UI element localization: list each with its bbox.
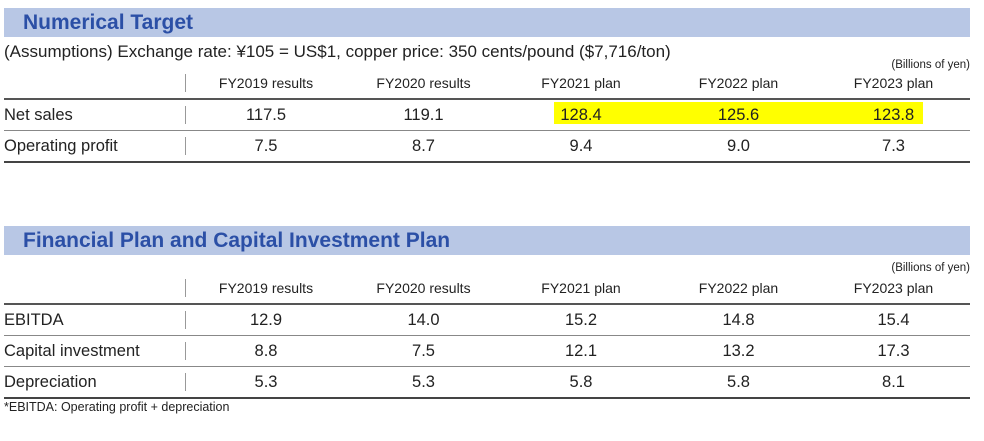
cell: 7.3 [882, 136, 905, 155]
table-row: Depreciation 5.3 5.3 5.8 5.8 8.1 [4, 367, 970, 399]
cell: 14.0 [407, 310, 440, 329]
cell: 9.0 [727, 136, 750, 155]
cell: 128.4 [560, 105, 602, 124]
table-row: Capital investment 8.8 7.5 12.1 13.2 17.… [4, 336, 970, 367]
financial-plan-table: FY2019 results FY2020 results FY2021 pla… [4, 273, 970, 399]
cell: 119.1 [403, 105, 444, 124]
section-header-financial-plan: Financial Plan and Capital Investment Pl… [4, 226, 970, 255]
column-header: FY2019 results [218, 75, 314, 91]
cell: 8.1 [882, 372, 905, 391]
cell: 117.5 [245, 105, 287, 124]
row-label: Depreciation [4, 373, 186, 391]
cell: 17.3 [877, 341, 910, 360]
table-row: EBITDA 12.9 14.0 15.2 14.8 15.4 [4, 305, 970, 336]
column-header: FY2022 plan [698, 75, 779, 91]
cell: 8.7 [412, 136, 435, 155]
column-header: FY2020 results [376, 280, 471, 296]
cell: 9.4 [569, 136, 593, 155]
cell: 5.3 [412, 372, 435, 391]
column-header: FY2021 plan [541, 75, 621, 91]
row-label: Capital investment [4, 342, 186, 360]
column-header: FY2020 results [376, 75, 471, 91]
numerical-target-table: FY2019 results FY2020 results FY2021 pla… [4, 68, 970, 163]
column-header: FY2019 results [218, 280, 314, 296]
row-label: Operating profit [4, 137, 186, 155]
cell: 15.4 [877, 310, 910, 329]
cell: 13.2 [722, 341, 755, 360]
table-row: Net sales 117.5 119.1 128.4 125.6 123.8 [4, 100, 970, 131]
cell: 12.1 [564, 341, 598, 360]
row-label: Net sales [4, 106, 186, 124]
section-title: Numerical Target [23, 11, 193, 34]
cell: 5.3 [254, 372, 278, 391]
cell: 7.5 [412, 341, 435, 360]
cell: 123.8 [872, 105, 915, 124]
cell: 125.6 [717, 105, 760, 124]
column-header: FY2023 plan [853, 75, 934, 91]
cell: 5.8 [727, 372, 750, 391]
unit-label: (Billions of yen) [891, 262, 970, 274]
unit-label: (Billions of yen) [891, 59, 970, 71]
cell: 14.8 [722, 310, 755, 329]
cell: 8.8 [254, 341, 278, 360]
cell: 7.5 [254, 136, 278, 155]
table-header-row: FY2019 results FY2020 results FY2021 pla… [4, 68, 970, 100]
footnote: *EBITDA: Operating profit + depreciation [4, 400, 230, 414]
section-header-numerical-target: Numerical Target [4, 8, 970, 37]
cell: 5.8 [569, 372, 593, 391]
column-header: FY2021 plan [541, 280, 621, 296]
cell: 12.9 [249, 310, 283, 329]
table-header-row: FY2019 results FY2020 results FY2021 pla… [4, 273, 970, 305]
row-label: EBITDA [4, 311, 186, 329]
cell: 15.2 [564, 310, 598, 329]
assumptions-note: (Assumptions) Exchange rate: ¥105 = US$1… [4, 42, 671, 61]
table-row: Operating profit 7.5 8.7 9.4 9.0 7.3 [4, 131, 970, 163]
section-title: Financial Plan and Capital Investment Pl… [23, 229, 451, 252]
highlight [554, 102, 923, 124]
column-header: FY2022 plan [698, 280, 779, 296]
column-header: FY2023 plan [853, 280, 934, 296]
